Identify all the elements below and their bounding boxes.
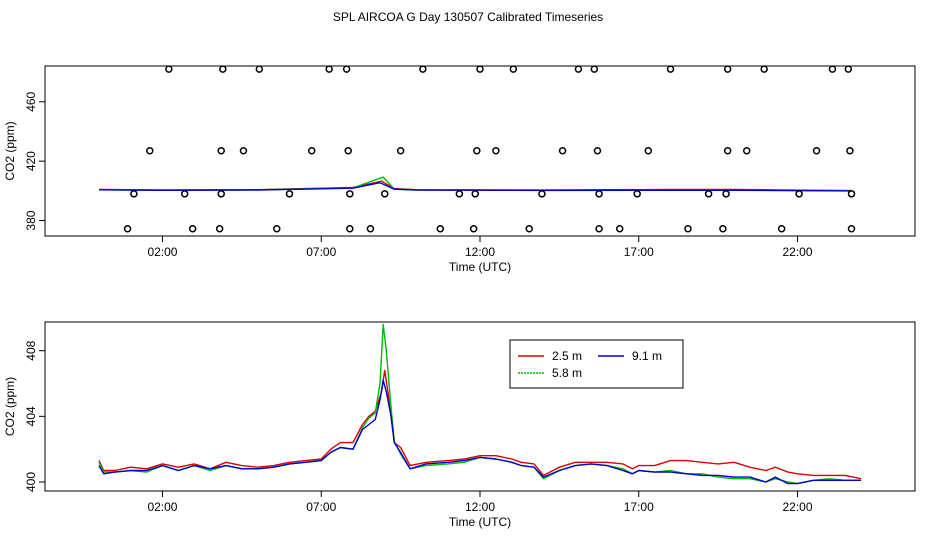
- scatter-point: [558, 147, 567, 155]
- scatter-point: [380, 190, 389, 198]
- legend-label: 5.8 m: [552, 366, 582, 380]
- scatter-point: [436, 224, 445, 233]
- series-line-91m: [98, 379, 861, 485]
- scatter-point: [538, 190, 546, 198]
- y-tick-label: 460: [24, 91, 38, 111]
- scatter-point: [188, 224, 197, 233]
- scatter-point: [396, 147, 405, 155]
- scatter-point: [666, 65, 675, 73]
- y-axis-label: CO2 (ppm): [3, 121, 17, 180]
- scatter-point: [742, 147, 751, 155]
- scatter-point: [325, 65, 333, 73]
- scatter-point: [492, 147, 500, 155]
- y-tick-label: 400: [24, 472, 38, 492]
- scatter-point: [777, 224, 786, 233]
- scatter-point: [595, 190, 603, 198]
- series-line-91m: [98, 181, 852, 192]
- scatter-point: [217, 147, 225, 155]
- scatter-point: [847, 190, 856, 198]
- series-line-58m: [98, 176, 852, 192]
- scatter-point: [595, 224, 603, 233]
- scatter-point: [255, 65, 264, 73]
- scatter-point: [760, 65, 768, 73]
- chart-title: SPL AIRCOA G Day 130507 Calibrated Times…: [332, 10, 604, 24]
- top-panel: 02:00 07:00 12:00 17:00 22:00 Time (UTC) 380 42…: [3, 65, 916, 274]
- series-line-58m: [98, 323, 861, 485]
- x-tick-label: 12:00: [465, 500, 495, 514]
- scatter-point: [366, 224, 375, 233]
- scatter-point: [285, 190, 294, 198]
- scatter-point: [847, 224, 856, 233]
- scatter-point: [344, 147, 352, 155]
- scatter-point: [123, 224, 132, 233]
- scatter-point: [217, 190, 225, 198]
- scatter-point: [590, 65, 599, 73]
- scatter-point: [455, 190, 464, 198]
- x-axis-label: Time (UTC): [449, 515, 511, 529]
- scatter-point: [723, 147, 732, 155]
- x-tick-label: 07:00: [306, 245, 336, 259]
- scatter-point: [419, 65, 427, 73]
- scatter-point: [215, 224, 224, 233]
- scatter-point: [130, 190, 138, 198]
- scatter-point: [273, 224, 281, 233]
- scatter-point: [633, 190, 641, 198]
- scatter-point: [346, 190, 354, 198]
- legend-label: 2.5 m: [552, 349, 582, 363]
- scatter-point: [346, 224, 354, 233]
- y-axis-label: CO2 (ppm): [3, 377, 17, 436]
- bottom-panel: 02:00 07:00 12:00 17:00 22:00 Time (UTC) 400 40…: [3, 321, 916, 529]
- x-tick-label: 07:00: [306, 500, 336, 514]
- scatter-point: [180, 190, 189, 198]
- series-line-25m: [98, 369, 862, 480]
- x-tick-label: 12:00: [465, 245, 495, 259]
- scatter-point: [795, 190, 803, 198]
- scatter-point: [722, 190, 730, 198]
- x-tick-label: 02:00: [147, 500, 177, 514]
- scatter-point: [719, 224, 727, 233]
- scatter-point: [846, 147, 854, 155]
- scatter-point: [644, 147, 653, 155]
- x-tick-label: 17:00: [624, 500, 654, 514]
- scatter-point: [684, 224, 692, 233]
- scatter-point: [471, 190, 479, 198]
- scatter-point: [307, 147, 316, 155]
- scatter-point: [574, 65, 583, 73]
- scatter-point: [239, 147, 248, 155]
- scatter-point: [828, 65, 837, 73]
- scatter-point: [219, 65, 227, 73]
- scatter-point: [615, 224, 624, 233]
- scatter-point: [844, 65, 853, 73]
- y-tick-label: 380: [24, 210, 38, 230]
- series-line-25m: [98, 180, 852, 192]
- legend: 2.5 m 9.1 m 5.8 m: [509, 339, 684, 389]
- x-tick-label: 22:00: [783, 500, 813, 514]
- scatter-point: [704, 190, 713, 198]
- y-tick-label: 420: [24, 151, 38, 171]
- scatter-point: [723, 65, 732, 73]
- x-axis-label: Time (UTC): [449, 260, 511, 274]
- x-tick-label: 22:00: [783, 245, 813, 259]
- y-tick-label: 404: [24, 406, 38, 426]
- scatter-point: [473, 147, 481, 155]
- scatter-point: [593, 147, 602, 155]
- scatter-point: [476, 65, 484, 73]
- legend-box: [509, 339, 684, 389]
- x-tick-label: 17:00: [624, 245, 654, 259]
- scatter-point: [812, 147, 821, 155]
- legend-label: 9.1 m: [632, 349, 662, 363]
- scatter-point: [342, 65, 351, 73]
- scatter-point: [165, 65, 173, 73]
- y-tick-label: 408: [24, 340, 38, 360]
- plot-frame: [44, 321, 916, 492]
- scatter-point: [146, 147, 154, 155]
- scatter-point: [525, 224, 533, 233]
- x-tick-label: 02:00: [147, 245, 177, 259]
- scatter-point: [469, 224, 478, 233]
- scatter-point: [509, 65, 518, 73]
